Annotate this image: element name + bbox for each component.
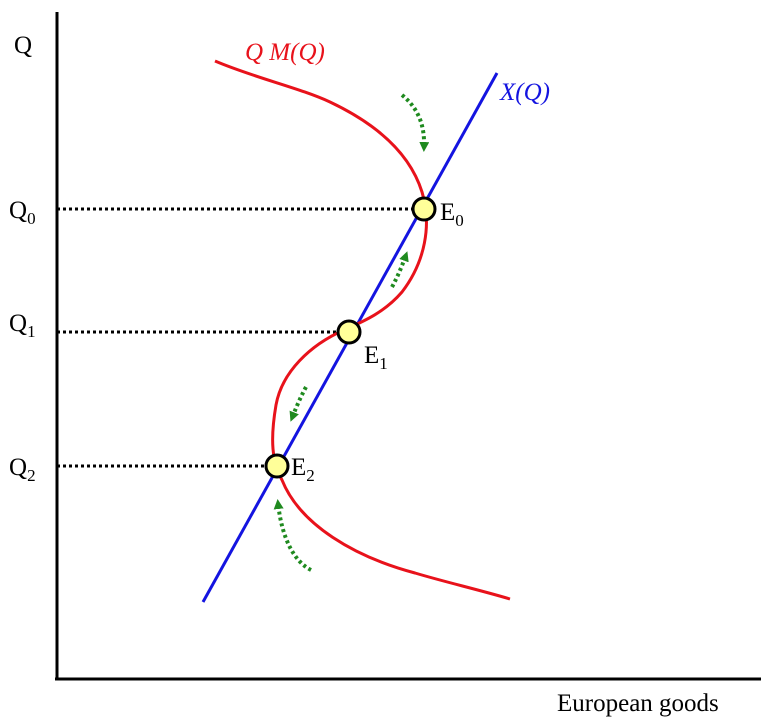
arrow-down-to-e2-icon bbox=[289, 386, 308, 422]
equilibrium-label-e2: E2 bbox=[291, 454, 315, 485]
arrow-down-to-e0-icon bbox=[400, 93, 430, 152]
y-axis-label: Q bbox=[14, 32, 32, 59]
equilibrium-point-e2 bbox=[264, 453, 290, 479]
level-label-q2: Q2 bbox=[9, 454, 36, 485]
equilibrium-label-e0: E0 bbox=[440, 199, 464, 230]
arrow-up-to-e2-icon bbox=[273, 499, 312, 572]
x-axis-label: European goods bbox=[557, 690, 719, 717]
equilibrium-point-e1 bbox=[336, 319, 362, 345]
qmq-curve bbox=[214, 59, 511, 601]
qmq-curve-label: Q M(Q) bbox=[245, 39, 325, 66]
level-label-q0: Q0 bbox=[9, 197, 36, 228]
arrow-up-to-e0-icon bbox=[390, 251, 409, 288]
equilibrium-point-e0 bbox=[411, 196, 437, 222]
xq-curve-label: X(Q) bbox=[499, 79, 550, 106]
equilibrium-label-e1: E1 bbox=[364, 342, 388, 373]
level-label-q1: Q1 bbox=[9, 310, 36, 341]
